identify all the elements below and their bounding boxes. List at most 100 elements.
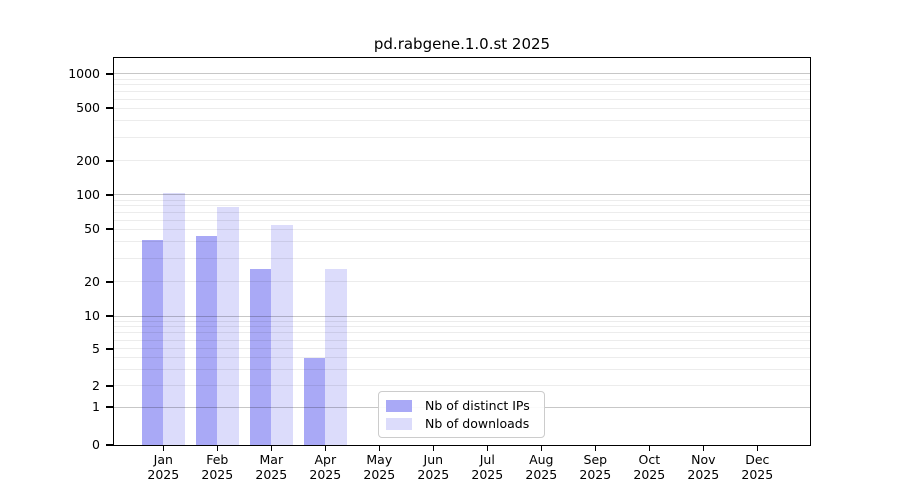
gridline-70 <box>114 212 810 213</box>
gridline-90 <box>114 199 810 201</box>
gridline-7 <box>114 332 810 334</box>
x-tick-month: Feb <box>206 452 229 467</box>
legend-swatch-downloads-icon <box>386 418 412 430</box>
x-tick-month: Dec <box>745 452 770 467</box>
y-tick-mark <box>106 160 113 162</box>
gridline-10 <box>114 315 810 317</box>
plot-area <box>114 58 810 445</box>
legend: Nb of distinct IPs Nb of downloads <box>378 391 545 438</box>
chart-title: pd.rabgene.1.0.st 2025 <box>373 35 551 53</box>
x-tick-mark <box>324 445 326 451</box>
y-tick-mark <box>106 348 113 350</box>
gridline-600 <box>114 98 810 100</box>
y-tick-mark <box>106 107 113 109</box>
gridline-400 <box>114 120 810 122</box>
gridline-5 <box>114 348 810 350</box>
x-tick-month: Aug <box>529 452 554 467</box>
gridline-200 <box>114 160 810 162</box>
x-tick-month: Apr <box>314 452 337 467</box>
bar-mar-downloads <box>271 225 293 445</box>
x-tick-mark <box>594 445 596 451</box>
x-tick-year: 2025 <box>525 467 558 482</box>
x-tick-label-jun: Jun 2025 <box>403 452 463 482</box>
x-tick-mark <box>216 445 218 451</box>
x-tick-label-feb: Feb 2025 <box>187 452 247 482</box>
x-tick-year: 2025 <box>363 467 396 482</box>
x-tick-mark <box>162 445 164 451</box>
gridline-50 <box>114 228 810 230</box>
legend-swatch-distinct-ips-icon <box>386 400 412 412</box>
x-tick-month: Mar <box>259 452 284 467</box>
y-tick-label: 50 <box>84 221 100 236</box>
legend-label-downloads: Nb of downloads <box>425 416 530 431</box>
x-tick-month: Jun <box>423 452 444 467</box>
x-tick-year: 2025 <box>201 467 234 482</box>
bar-jan-downloads <box>163 193 185 445</box>
x-tick-label-aug: Aug 2025 <box>511 452 571 482</box>
gridline-20 <box>114 281 810 283</box>
y-tick-mark <box>106 228 113 230</box>
gridline-100 <box>114 194 810 196</box>
gridline-2 <box>114 385 810 387</box>
x-tick-month: Nov <box>691 452 716 467</box>
bar-jan-distinct-ips <box>141 240 164 445</box>
x-tick-year: 2025 <box>687 467 720 482</box>
x-tick-label-dec: Dec 2025 <box>727 452 787 482</box>
y-tick-label: 10 <box>84 308 100 323</box>
y-tick-label: 2 <box>92 377 100 393</box>
y-tick-mark <box>106 315 113 317</box>
gridline-1000 <box>114 73 810 75</box>
y-tick-label: 20 <box>84 273 100 289</box>
y-tick-label: 1000 <box>68 65 100 81</box>
y-tick-mark <box>106 281 113 283</box>
x-tick-mark <box>270 445 272 451</box>
legend-item-distinct-ips: Nb of distinct IPs <box>386 397 536 415</box>
x-tick-year: 2025 <box>579 467 612 482</box>
x-tick-mark <box>756 445 758 451</box>
gridline-6 <box>114 339 810 341</box>
y-tick-label: 1 <box>92 399 100 415</box>
gridline-9 <box>114 320 810 322</box>
gridline-3 <box>114 369 810 371</box>
y-tick-mark <box>106 444 113 446</box>
x-tick-month: Oct <box>638 452 661 467</box>
x-tick-mark <box>702 445 704 451</box>
x-tick-label-mar: Mar 2025 <box>241 452 301 482</box>
legend-item-downloads: Nb of downloads <box>386 415 536 433</box>
y-tick-label: 100 <box>76 186 100 202</box>
x-tick-mark <box>540 445 542 451</box>
y-tick-mark <box>106 385 113 387</box>
y-tick-mark <box>106 73 113 75</box>
x-tick-label-oct: Oct 2025 <box>619 452 679 482</box>
y-tick-mark <box>106 406 113 408</box>
x-tick-year: 2025 <box>147 467 180 482</box>
x-tick-year: 2025 <box>255 467 288 482</box>
x-tick-label-may: May 2025 <box>349 452 409 482</box>
y-tick-label: 0 <box>92 437 100 452</box>
legend-label-distinct-ips: Nb of distinct IPs <box>425 398 530 413</box>
x-tick-mark <box>486 445 488 451</box>
x-tick-year: 2025 <box>741 467 774 482</box>
gridline-4 <box>114 357 810 359</box>
x-tick-month: May <box>366 452 393 467</box>
bar-feb-distinct-ips <box>195 236 218 445</box>
gridline-40 <box>114 241 810 243</box>
gridline-300 <box>114 137 810 139</box>
gridline-700 <box>114 90 810 92</box>
gridline-30 <box>114 258 810 260</box>
y-tick-label: 200 <box>76 152 100 168</box>
y-tick-mark <box>106 194 113 196</box>
x-tick-label-sep: Sep 2025 <box>565 452 625 482</box>
x-tick-mark <box>648 445 650 451</box>
gridline-80 <box>114 205 810 207</box>
x-tick-label-nov: Nov 2025 <box>673 452 733 482</box>
gridline-900 <box>114 78 810 80</box>
bar-mar-distinct-ips <box>249 269 272 445</box>
x-tick-mark <box>432 445 434 451</box>
x-tick-label-jan: Jan 2025 <box>133 452 193 482</box>
y-tick-label: 500 <box>76 100 100 115</box>
x-tick-year: 2025 <box>309 467 342 482</box>
x-tick-year: 2025 <box>417 467 450 482</box>
x-tick-year: 2025 <box>471 467 504 482</box>
